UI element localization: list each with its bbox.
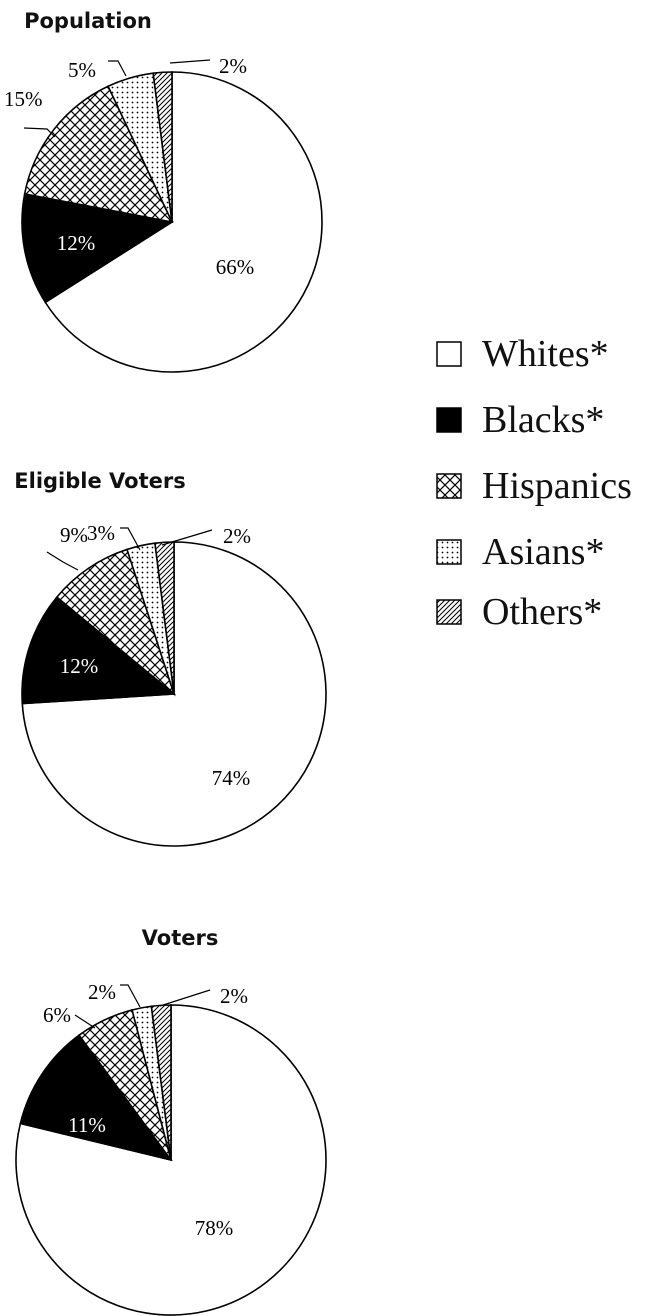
- legend-swatch-others: [436, 599, 462, 625]
- pie-labels: 74% 12% 9% 3% 2%: [46, 521, 251, 790]
- data-label-whites: 74%: [212, 766, 251, 790]
- label-leader-line: [161, 529, 213, 546]
- pie-slices: [15, 1004, 327, 1316]
- legend-item-others: Others*: [436, 591, 602, 633]
- data-label-others: 2%: [223, 524, 251, 548]
- label-leader-line: [120, 527, 141, 551]
- label-leader-line: [74, 1014, 96, 1029]
- label-leader-line: [46, 551, 79, 571]
- data-label-blacks: 11%: [68, 1113, 106, 1137]
- data-label-asians: 5%: [68, 58, 96, 82]
- pie-slice-whites: [44, 71, 323, 373]
- data-label-hispanics: 9%: [60, 523, 88, 547]
- legend-label: Blacks*: [482, 399, 604, 441]
- data-label-blacks: 12%: [60, 654, 99, 678]
- chart-title: Eligible Voters: [14, 469, 185, 493]
- pie-slice-hispanics: [23, 85, 174, 224]
- data-label-asians: 2%: [88, 980, 116, 1004]
- pie-slices: [21, 71, 323, 373]
- pie-slice-blacks: [21, 595, 177, 705]
- data-label-hispanics: 15%: [4, 87, 43, 111]
- pie-chart-voters: Voters 78% 11% 6% 2% 2%: [15, 926, 327, 1316]
- label-leader-line: [23, 127, 56, 138]
- pie-slice-others: [152, 71, 173, 223]
- data-label-others: 2%: [219, 54, 247, 78]
- legend-swatch-blacks: [436, 407, 462, 433]
- chart-title: Population: [24, 9, 152, 33]
- pie-slice-blacks: [19, 1034, 173, 1162]
- data-label-others: 2%: [220, 984, 248, 1008]
- data-label-whites: 66%: [216, 255, 255, 279]
- data-label-hispanics: 6%: [43, 1003, 71, 1027]
- pie-labels: 78% 11% 6% 2% 2%: [43, 980, 248, 1240]
- label-leader-line: [169, 59, 211, 64]
- legend-item-hispanics: Hispanics: [436, 465, 632, 507]
- pie-slice-blacks: [21, 192, 175, 304]
- data-label-asians: 3%: [87, 521, 115, 545]
- pie-slice-hispanics: [55, 548, 176, 697]
- label-leader-line: [159, 989, 211, 1007]
- label-leader-line: [120, 984, 141, 1008]
- legend-label: Whites*: [482, 333, 609, 375]
- chart-title: Voters: [142, 926, 219, 950]
- pie-labels: 66% 12% 15% 5% 2%: [4, 54, 254, 279]
- legend-swatch-whites: [436, 341, 462, 367]
- legend-item-blacks: Blacks*: [436, 399, 604, 441]
- data-label-blacks: 12%: [57, 231, 96, 255]
- pie-chart-eligible-voters: Eligible Voters 74% 12% 9% 3% 2%: [14, 469, 327, 847]
- legend-swatch-asians: [436, 539, 462, 565]
- data-label-whites: 78%: [195, 1216, 234, 1240]
- legend-swatch-hispanics: [436, 473, 462, 499]
- legend-label: Others*: [482, 591, 602, 633]
- legend-label: Asians*: [482, 531, 604, 573]
- legend-item-whites: Whites*: [436, 333, 609, 375]
- pie-slices: [21, 541, 327, 847]
- legend-label: Hispanics: [482, 465, 632, 507]
- pie-chart-population: Population 66% 12% 15% 5% 2%: [4, 9, 323, 373]
- legend: Whites* Blacks* Hispanics Asians* Others…: [436, 333, 632, 633]
- label-leader-line: [108, 60, 127, 77]
- legend-item-asians: Asians*: [436, 531, 604, 573]
